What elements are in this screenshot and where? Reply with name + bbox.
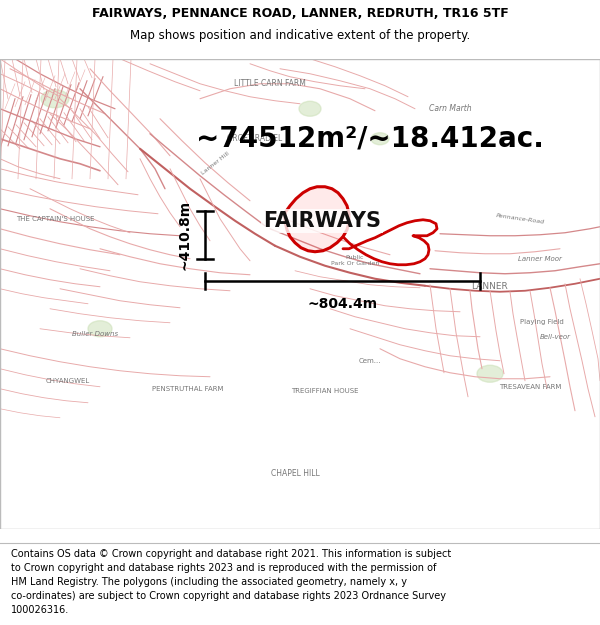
Ellipse shape: [371, 132, 389, 145]
Ellipse shape: [88, 321, 112, 337]
Text: ~804.4m: ~804.4m: [307, 297, 377, 311]
Ellipse shape: [477, 365, 503, 382]
Text: Bell-veor: Bell-veor: [539, 334, 571, 340]
Text: Buller Downs: Buller Downs: [72, 331, 118, 337]
Text: Lanner Moor: Lanner Moor: [518, 256, 562, 262]
Text: TREGIFFIAN HOUSE: TREGIFFIAN HOUSE: [291, 388, 359, 394]
Text: Pennance-Road: Pennance-Road: [496, 213, 545, 224]
Text: Map shows position and indicative extent of the property.: Map shows position and indicative extent…: [130, 29, 470, 42]
Ellipse shape: [41, 90, 69, 108]
Text: Cem...: Cem...: [359, 357, 381, 364]
Text: FAIRWAYS: FAIRWAYS: [263, 211, 381, 231]
Polygon shape: [285, 187, 349, 252]
Text: Playing Field: Playing Field: [520, 319, 564, 325]
Text: Lanner Hill: Lanner Hill: [200, 151, 230, 176]
Text: Contains OS data © Crown copyright and database right 2021. This information is : Contains OS data © Crown copyright and d…: [11, 549, 451, 615]
Text: PENSTRUTHAL FARM: PENSTRUTHAL FARM: [152, 386, 224, 392]
Text: ~74512m²/~18.412ac.: ~74512m²/~18.412ac.: [196, 125, 544, 152]
Text: TRESAVEAN FARM: TRESAVEAN FARM: [499, 384, 561, 390]
Text: LANNER: LANNER: [472, 282, 508, 291]
Text: CHYANGWEL: CHYANGWEL: [46, 378, 90, 384]
Text: Carn Marth: Carn Marth: [428, 104, 472, 113]
Text: CHAPEL HILL: CHAPEL HILL: [271, 469, 319, 478]
Text: ~410.8m: ~410.8m: [177, 200, 191, 270]
Ellipse shape: [299, 101, 321, 116]
Text: Public
Park Or Garden: Public Park Or Garden: [331, 256, 379, 266]
Text: THE CAPTAIN'S HOUSE: THE CAPTAIN'S HOUSE: [16, 216, 94, 222]
Text: FAIRWAYS, PENNANCE ROAD, LANNER, REDRUTH, TR16 5TF: FAIRWAYS, PENNANCE ROAD, LANNER, REDRUTH…: [92, 7, 508, 19]
Text: CROFT RADJEL: CROFT RADJEL: [227, 134, 283, 143]
Text: LITTLE CARN FARM: LITTLE CARN FARM: [234, 79, 306, 88]
